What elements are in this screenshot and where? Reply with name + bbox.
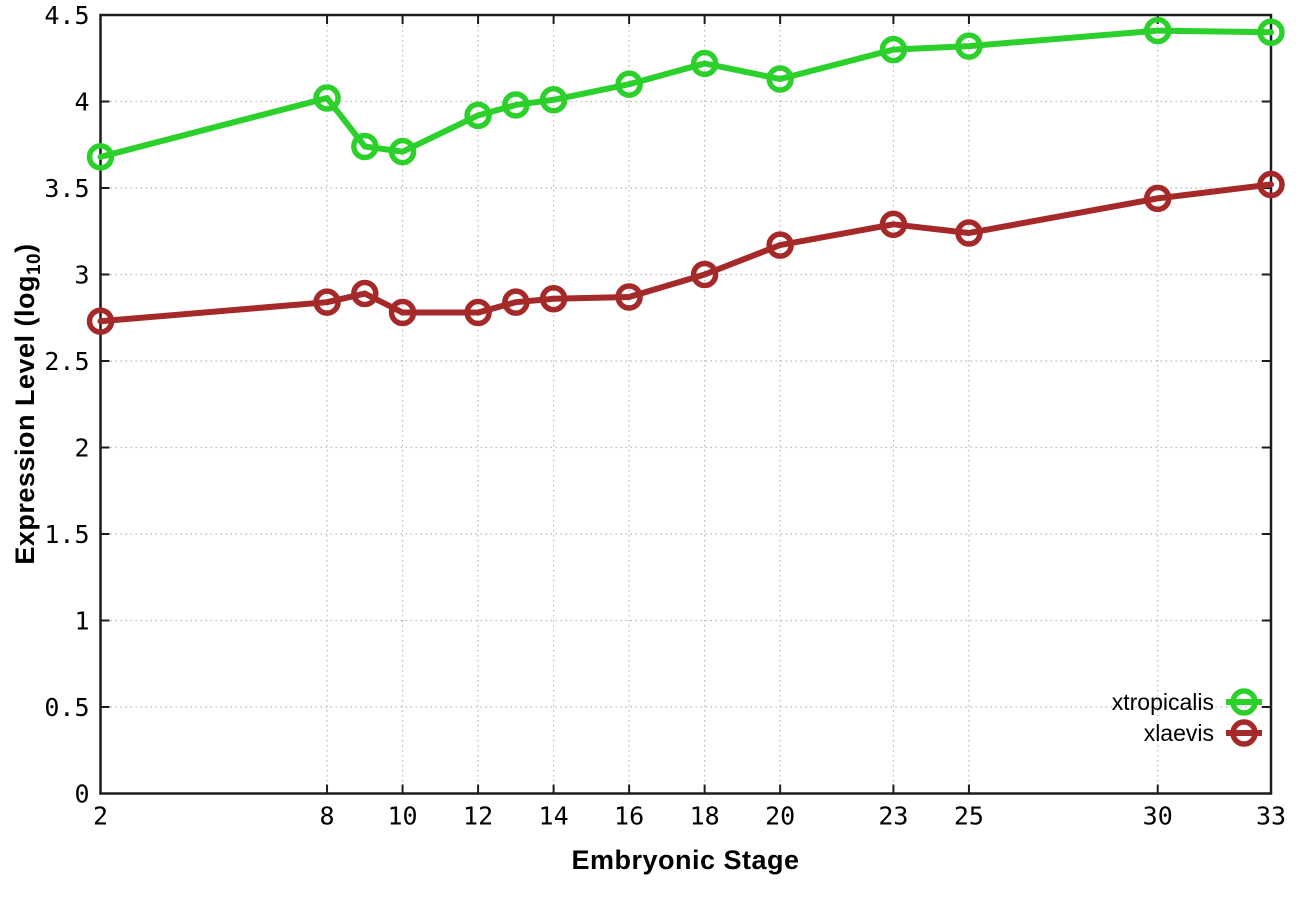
legend-label-xlaevis: xlaevis (1144, 720, 1214, 746)
plot-border (99, 13, 1273, 795)
x-tick-label: 25 (954, 802, 984, 831)
y-tick-label: 2.5 (44, 347, 89, 376)
x-tick-label: 33 (1256, 802, 1286, 831)
y-axis-title: Expression Level (log10) (10, 243, 46, 564)
data-point-xlaevis (955, 219, 983, 247)
data-point-xlaevis (388, 298, 417, 327)
data-point-xtropicalis (615, 70, 643, 98)
data-point-xlaevis (1143, 184, 1172, 213)
x-tick-label: 20 (765, 802, 795, 831)
data-point-xlaevis (539, 284, 568, 313)
data-point-xlaevis (351, 279, 379, 308)
data-point-xlaevis (464, 298, 492, 327)
data-point-xlaevis (86, 307, 115, 335)
data-point-xlaevis (615, 283, 643, 311)
y-tick-label: 3.5 (44, 174, 89, 203)
data-point-xlaevis (1257, 170, 1285, 199)
x-tick-label: 2 (93, 802, 108, 831)
data-point-xtropicalis (539, 86, 568, 114)
legend-label-xtropicalis: xtropicalis (1112, 689, 1214, 715)
x-tick-label: 30 (1143, 802, 1173, 831)
x-tick-label: 12 (463, 802, 493, 831)
data-point-xlaevis (690, 260, 719, 289)
data-point-xtropicalis (313, 84, 341, 112)
data-point-xlaevis (879, 210, 908, 239)
data-point-xlaevis (313, 288, 341, 316)
y-axis-title-text: Expression Level (log (10, 275, 40, 565)
data-point-xtropicalis (690, 49, 719, 78)
y-tick-label: 2 (74, 434, 89, 463)
data-point-xlaevis (766, 231, 794, 259)
y-tick-label: 1 (74, 607, 89, 636)
x-tick-label: 18 (690, 802, 720, 831)
series-line-xtropicalis (97, 27, 1274, 160)
x-tick-label: 10 (388, 802, 418, 831)
y-tick-label: 0.5 (44, 693, 89, 722)
data-point-xtropicalis (388, 137, 417, 166)
data-point-xtropicalis (766, 65, 794, 93)
data-point-xtropicalis (1143, 16, 1172, 45)
x-tick-label: 8 (320, 802, 335, 831)
data-point-xtropicalis (955, 32, 983, 60)
x-tick-label: 16 (614, 802, 644, 831)
legend-marker-xtropicalis (1230, 688, 1258, 716)
y-tick-label: 4 (74, 88, 89, 117)
y-tick-label: 4.5 (44, 1, 89, 30)
data-point-xtropicalis (879, 35, 908, 64)
x-tick-label: 23 (878, 802, 908, 831)
data-point-xtropicalis (351, 132, 379, 161)
y-axis-title-subscript: 10 (24, 252, 45, 276)
x-axis-title: Embryonic Stage (571, 845, 800, 875)
data-point-xtropicalis (1257, 18, 1285, 47)
data-point-xtropicalis (464, 101, 492, 130)
y-tick-label: 0 (74, 780, 89, 809)
series-line-xlaevis (97, 181, 1274, 325)
data-point-xtropicalis (502, 91, 530, 119)
legend-marker-xlaevis (1230, 719, 1258, 747)
y-tick-label: 1.5 (44, 520, 89, 549)
x-tick-label: 14 (539, 802, 569, 831)
y-axis-title-suffix: ) (10, 243, 40, 253)
data-point-xtropicalis (86, 143, 115, 171)
y-tick-label: 3 (74, 261, 89, 290)
data-point-xlaevis (502, 288, 530, 316)
